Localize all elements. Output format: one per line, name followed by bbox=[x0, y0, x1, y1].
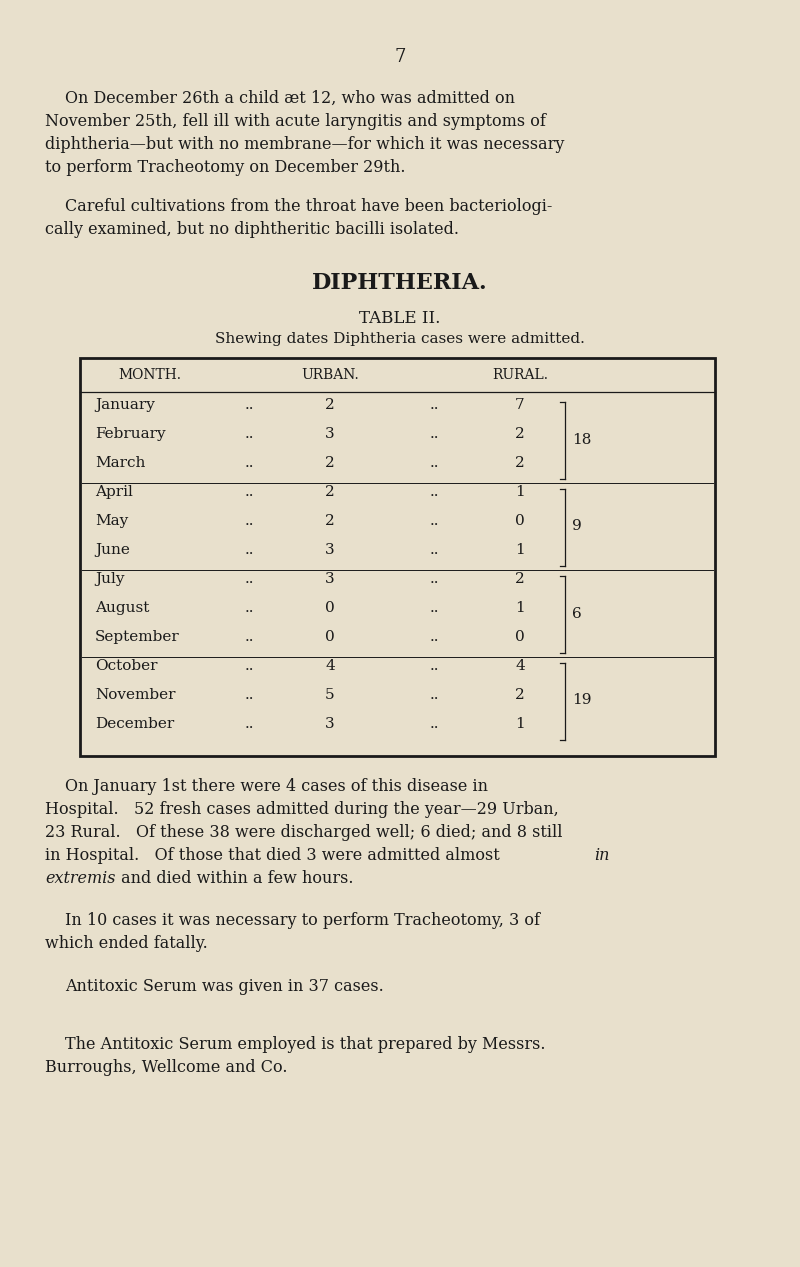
Text: Burroughs, Wellcome and Co.: Burroughs, Wellcome and Co. bbox=[45, 1059, 287, 1076]
Text: in Hospital.   Of those that died 3 were admitted almost: in Hospital. Of those that died 3 were a… bbox=[45, 848, 505, 864]
Text: 2: 2 bbox=[325, 485, 335, 499]
Text: to perform Tracheotomy on December 29th.: to perform Tracheotomy on December 29th. bbox=[45, 158, 406, 176]
Text: ..: .. bbox=[245, 544, 254, 557]
Text: ..: .. bbox=[245, 398, 254, 412]
Text: Shewing dates Diphtheria cases were admitted.: Shewing dates Diphtheria cases were admi… bbox=[215, 332, 585, 346]
Text: August: August bbox=[95, 601, 150, 614]
Text: diphtheria—but with no membrane—for which it was necessary: diphtheria—but with no membrane—for whic… bbox=[45, 136, 564, 153]
Text: ..: .. bbox=[430, 688, 439, 702]
Text: On December 26th a child æt 12, who was admitted on: On December 26th a child æt 12, who was … bbox=[65, 90, 515, 106]
Text: 1: 1 bbox=[515, 717, 525, 731]
Text: ..: .. bbox=[430, 630, 439, 644]
Text: 0: 0 bbox=[515, 514, 525, 528]
Text: ..: .. bbox=[430, 659, 439, 673]
Text: TABLE II.: TABLE II. bbox=[359, 310, 441, 327]
Text: Hospital.   52 fresh cases admitted during the year—29 Urban,: Hospital. 52 fresh cases admitted during… bbox=[45, 801, 558, 818]
Text: September: September bbox=[95, 630, 180, 644]
Text: and died within a few hours.: and died within a few hours. bbox=[116, 870, 354, 887]
Text: 7: 7 bbox=[394, 48, 406, 66]
Text: December: December bbox=[95, 717, 174, 731]
Text: ..: .. bbox=[245, 659, 254, 673]
Text: 2: 2 bbox=[515, 456, 525, 470]
Text: 3: 3 bbox=[325, 427, 335, 441]
Text: ..: .. bbox=[430, 485, 439, 499]
Text: May: May bbox=[95, 514, 128, 528]
Text: 23 Rural.   Of these 38 were discharged well; 6 died; and 8 still: 23 Rural. Of these 38 were discharged we… bbox=[45, 824, 562, 841]
Text: URBAN.: URBAN. bbox=[301, 367, 359, 381]
Text: ..: .. bbox=[430, 398, 439, 412]
Text: 3: 3 bbox=[325, 571, 335, 587]
Text: in: in bbox=[594, 848, 610, 864]
Text: November: November bbox=[95, 688, 175, 702]
Text: ..: .. bbox=[430, 514, 439, 528]
Text: 0: 0 bbox=[515, 630, 525, 644]
Text: 19: 19 bbox=[572, 693, 591, 707]
Text: 0: 0 bbox=[325, 601, 335, 614]
Text: ..: .. bbox=[430, 717, 439, 731]
Bar bbox=[80, 359, 715, 756]
Text: October: October bbox=[95, 659, 158, 673]
Text: November 25th, fell ill with acute laryngitis and symptoms of: November 25th, fell ill with acute laryn… bbox=[45, 113, 546, 131]
Text: 1: 1 bbox=[515, 601, 525, 614]
Text: which ended fatally.: which ended fatally. bbox=[45, 935, 208, 952]
Text: 4: 4 bbox=[325, 659, 335, 673]
Text: DIPHTHERIA.: DIPHTHERIA. bbox=[312, 272, 488, 294]
Text: ..: .. bbox=[430, 427, 439, 441]
Text: 2: 2 bbox=[515, 571, 525, 587]
Text: ..: .. bbox=[245, 514, 254, 528]
Text: Careful cultivations from the throat have been bacteriologi-: Careful cultivations from the throat hav… bbox=[65, 198, 552, 215]
Text: In 10 cases it was necessary to perform Tracheotomy, 3 of: In 10 cases it was necessary to perform … bbox=[65, 912, 540, 929]
Text: cally examined, but no diphtheritic bacilli isolated.: cally examined, but no diphtheritic baci… bbox=[45, 220, 459, 238]
Text: 2: 2 bbox=[325, 514, 335, 528]
Text: extremis: extremis bbox=[45, 870, 115, 887]
Text: 18: 18 bbox=[572, 432, 591, 446]
Text: February: February bbox=[95, 427, 166, 441]
Text: 2: 2 bbox=[325, 456, 335, 470]
Text: March: March bbox=[95, 456, 146, 470]
Text: 5: 5 bbox=[325, 688, 335, 702]
Text: 1: 1 bbox=[515, 485, 525, 499]
Text: ..: .. bbox=[245, 456, 254, 470]
Text: June: June bbox=[95, 544, 130, 557]
Text: ..: .. bbox=[245, 601, 254, 614]
Text: 2: 2 bbox=[515, 427, 525, 441]
Text: ..: .. bbox=[245, 427, 254, 441]
Text: ..: .. bbox=[430, 601, 439, 614]
Text: The Antitoxic Serum employed is that prepared by Messrs.: The Antitoxic Serum employed is that pre… bbox=[65, 1036, 546, 1053]
Text: April: April bbox=[95, 485, 133, 499]
Text: 7: 7 bbox=[515, 398, 525, 412]
Text: 3: 3 bbox=[325, 717, 335, 731]
Text: 6: 6 bbox=[572, 607, 582, 621]
Text: RURAL.: RURAL. bbox=[492, 367, 548, 381]
Text: 9: 9 bbox=[572, 519, 582, 533]
Text: ..: .. bbox=[245, 485, 254, 499]
Text: 2: 2 bbox=[325, 398, 335, 412]
Text: ..: .. bbox=[245, 717, 254, 731]
Text: January: January bbox=[95, 398, 155, 412]
Text: ..: .. bbox=[430, 456, 439, 470]
Text: On January 1st there were 4 cases of this disease in: On January 1st there were 4 cases of thi… bbox=[65, 778, 488, 794]
Text: 1: 1 bbox=[515, 544, 525, 557]
Text: July: July bbox=[95, 571, 125, 587]
Text: MONTH.: MONTH. bbox=[118, 367, 182, 381]
Text: ..: .. bbox=[430, 571, 439, 587]
Text: ..: .. bbox=[245, 630, 254, 644]
Text: ..: .. bbox=[245, 688, 254, 702]
Text: 4: 4 bbox=[515, 659, 525, 673]
Text: ..: .. bbox=[245, 571, 254, 587]
Text: 3: 3 bbox=[325, 544, 335, 557]
Text: Antitoxic Serum was given in 37 cases.: Antitoxic Serum was given in 37 cases. bbox=[65, 978, 384, 995]
Text: 2: 2 bbox=[515, 688, 525, 702]
Text: ..: .. bbox=[430, 544, 439, 557]
Text: 0: 0 bbox=[325, 630, 335, 644]
